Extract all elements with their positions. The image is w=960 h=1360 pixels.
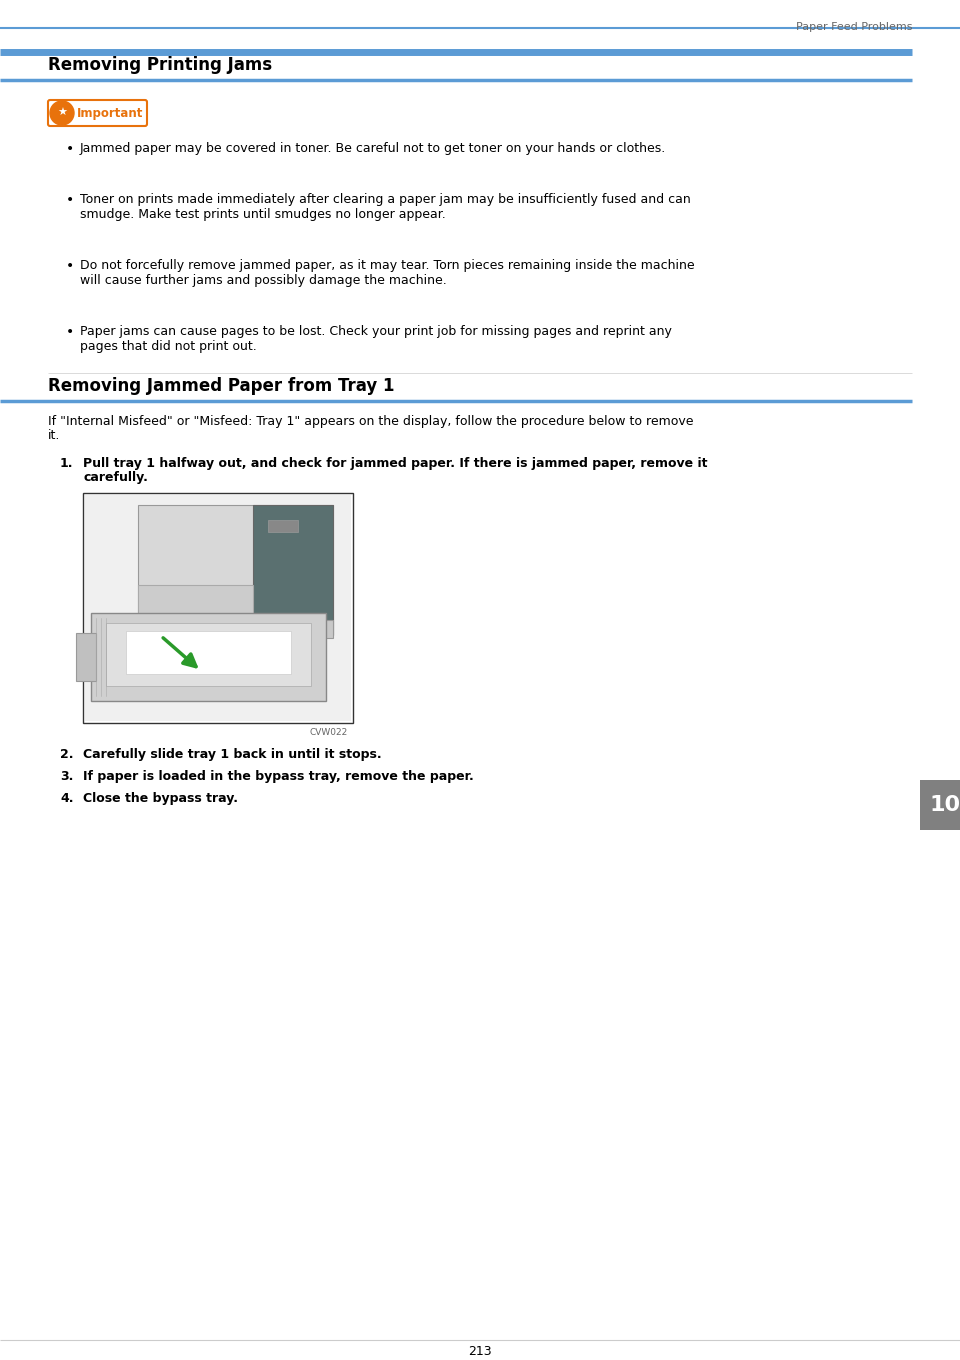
Text: 2.: 2. [60, 748, 74, 762]
Bar [106, 623, 311, 685]
Text: ★: ★ [57, 107, 67, 118]
Bar [133, 620, 333, 638]
Text: •: • [66, 193, 74, 207]
Text: Toner on prints made immediately after clearing a paper jam may be insufficientl: Toner on prints made immediately after c… [80, 193, 691, 205]
Text: Pull tray 1 halfway out, and check for jammed paper. If there is jammed paper, r: Pull tray 1 halfway out, and check for j… [83, 457, 708, 471]
Text: CVW022: CVW022 [310, 728, 348, 737]
Text: Jammed paper may be covered in toner. Be careful not to get toner on your hands : Jammed paper may be covered in toner. Be… [80, 141, 666, 155]
Bar [138, 585, 253, 635]
Text: 3.: 3. [60, 770, 73, 783]
Bar [138, 505, 333, 635]
Text: Carefully slide tray 1 back in until it stops.: Carefully slide tray 1 back in until it … [83, 748, 382, 762]
Bar [91, 613, 326, 700]
Text: 10: 10 [929, 796, 960, 815]
Text: 213: 213 [468, 1345, 492, 1359]
Text: 1.: 1. [60, 457, 74, 471]
Text: If "Internal Misfeed" or "Misfeed: Tray 1" appears on the display, follow the pr: If "Internal Misfeed" or "Misfeed: Tray … [48, 415, 693, 428]
Bar [83, 494, 353, 724]
Text: Paper jams can cause pages to be lost. Check your print job for missing pages an: Paper jams can cause pages to be lost. C… [80, 325, 672, 339]
Text: •: • [66, 258, 74, 273]
Bar [85, 495, 351, 721]
Bar [126, 631, 291, 675]
Text: Removing Printing Jams: Removing Printing Jams [48, 56, 272, 73]
Text: Do not forcefully remove jammed paper, as it may tear. Torn pieces remaining ins: Do not forcefully remove jammed paper, a… [80, 258, 695, 272]
Text: •: • [66, 325, 74, 339]
Text: •: • [66, 141, 74, 156]
Text: it.: it. [48, 428, 60, 442]
Text: Important: Important [77, 106, 143, 120]
Text: Close the bypass tray.: Close the bypass tray. [83, 792, 238, 805]
Circle shape [50, 101, 74, 125]
Text: Paper Feed Problems: Paper Feed Problems [796, 22, 912, 33]
Text: carefully.: carefully. [83, 471, 148, 484]
Bar [76, 632, 96, 681]
Text: If paper is loaded in the bypass tray, remove the paper.: If paper is loaded in the bypass tray, r… [83, 770, 473, 783]
FancyBboxPatch shape [48, 101, 147, 126]
Text: 4.: 4. [60, 792, 74, 805]
Text: pages that did not print out.: pages that did not print out. [80, 340, 256, 354]
Text: will cause further jams and possibly damage the machine.: will cause further jams and possibly dam… [80, 273, 446, 287]
Bar [920, 781, 960, 830]
Text: Removing Jammed Paper from Tray 1: Removing Jammed Paper from Tray 1 [48, 377, 395, 394]
Text: smudge. Make test prints until smudges no longer appear.: smudge. Make test prints until smudges n… [80, 208, 445, 220]
Bar [268, 520, 298, 532]
Bar [253, 505, 333, 635]
